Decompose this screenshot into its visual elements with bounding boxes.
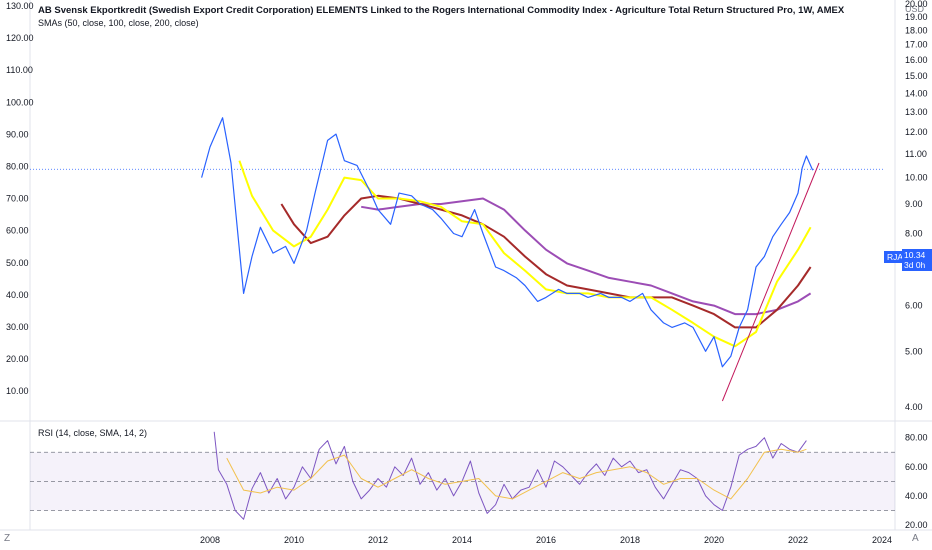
- rsi-indicator-label[interactable]: RSI (14, close, SMA, 14, 2): [38, 428, 148, 438]
- series-sma50[interactable]: [238, 160, 812, 348]
- sma-indicator-label[interactable]: SMAs (50, close, 100, close, 200, close): [38, 18, 199, 28]
- countdown: 3d 0h: [904, 260, 926, 270]
- right-axis-tick: 17.00: [905, 40, 928, 50]
- x-axis-tick: 2020: [704, 535, 724, 545]
- right-axis-tick: 19.00: [905, 12, 928, 22]
- currency-label: USD: [905, 4, 925, 14]
- auto-scale-button[interactable]: A: [912, 533, 919, 544]
- left-axis-tick: 20.00: [6, 354, 29, 364]
- chart-title: AB Svensk Ekportkredit (Swedish Export C…: [38, 5, 845, 16]
- left-axis-tick: 100.00: [6, 97, 34, 107]
- series-price[interactable]: [201, 117, 814, 368]
- left-axis-tick: 120.00: [6, 33, 34, 43]
- right-axis-tick: 14.00: [905, 88, 928, 98]
- series-trendline[interactable]: [721, 162, 820, 402]
- right-axis-tick: 9.00: [905, 199, 923, 209]
- x-axis-tick: 2014: [452, 535, 472, 545]
- series-rsi_ma[interactable]: [226, 448, 807, 500]
- right-axis-tick: 10.00: [905, 173, 928, 183]
- right-axis-tick: 8.00: [905, 229, 923, 239]
- rsi-axis-tick: 80.00: [905, 433, 928, 443]
- right-axis-tick: 6.00: [905, 301, 923, 311]
- left-axis-tick: 80.00: [6, 162, 29, 172]
- left-axis-tick: 60.00: [6, 226, 29, 236]
- right-axis-tick: 13.00: [905, 107, 928, 117]
- price-badge: 10.34 3d 0h: [902, 249, 932, 271]
- right-axis-tick: 15.00: [905, 71, 928, 81]
- price-value: 10.34: [904, 250, 926, 260]
- left-axis-tick: 110.00: [6, 65, 33, 75]
- left-axis-tick: 130.00: [6, 1, 34, 11]
- x-axis-tick: 2010: [284, 535, 304, 545]
- right-axis-tick: 20.00: [905, 0, 928, 9]
- timezone-icon[interactable]: Z: [4, 533, 11, 544]
- x-axis-tick: 2022: [788, 535, 808, 545]
- left-axis-tick: 70.00: [6, 194, 29, 204]
- right-axis-tick: 18.00: [905, 25, 928, 35]
- series-rsi[interactable]: [213, 431, 807, 520]
- right-axis-tick: 12.00: [905, 127, 928, 137]
- symbol-badge: RJA: [884, 251, 907, 263]
- rsi-axis-tick: 60.00: [905, 462, 928, 472]
- left-axis-tick: 30.00: [6, 322, 29, 332]
- right-axis-tick: 11.00: [905, 149, 927, 159]
- x-axis-tick: 2024: [872, 535, 892, 545]
- x-axis-tick: 2016: [536, 535, 556, 545]
- right-axis-tick: 16.00: [905, 55, 928, 65]
- left-axis-tick: 90.00: [6, 129, 29, 139]
- x-axis-tick: 2018: [620, 535, 640, 545]
- x-axis-tick: 2012: [368, 535, 388, 545]
- right-axis-tick: 5.00: [905, 346, 923, 356]
- left-axis-tick: 50.00: [6, 258, 29, 268]
- left-axis-tick: 10.00: [6, 386, 29, 396]
- left-axis-tick: 40.00: [6, 290, 29, 300]
- rsi-axis-tick: 20.00: [905, 520, 928, 530]
- series-sma100[interactable]: [280, 194, 812, 329]
- x-axis-tick: 2008: [200, 535, 220, 545]
- rsi-axis-tick: 40.00: [905, 491, 928, 501]
- right-axis-tick: 4.00: [905, 402, 923, 412]
